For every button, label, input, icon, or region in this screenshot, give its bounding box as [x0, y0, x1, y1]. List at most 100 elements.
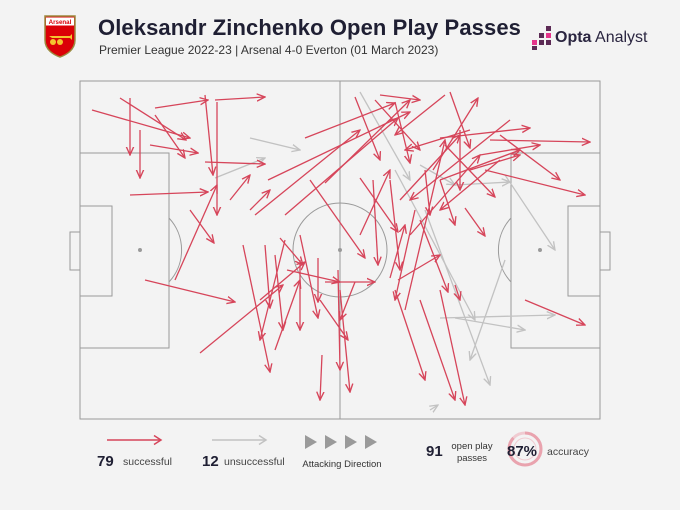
left-goal: [69, 231, 81, 271]
successful-passes: [91, 91, 590, 405]
crest-text: Arsenal: [49, 19, 72, 26]
legend-successful-arrow: [107, 434, 163, 446]
left-penalty-spot: [138, 248, 142, 252]
successful-pass-7: [149, 144, 198, 153]
successful-pass-35: [320, 354, 322, 400]
accuracy-ring: [507, 431, 543, 467]
right-goal: [599, 231, 611, 271]
successful-pass-70: [259, 262, 305, 301]
unsuccessful-count: 12: [202, 453, 219, 470]
successful-pass-50: [389, 225, 405, 279]
unsuccessful-pass-11: [430, 405, 438, 410]
successful-pass-15: [189, 209, 214, 243]
successful-pass-31: [274, 254, 283, 330]
arsenal-crest-icon: Arsenal: [44, 15, 76, 58]
successful-pass-8: [204, 94, 213, 175]
successful-pass-74: [464, 207, 485, 236]
successful-pass-55: [439, 289, 465, 405]
successful-pass-18: [304, 103, 395, 139]
attacking-direction-icon: [305, 435, 377, 449]
total-label-line2: passes: [456, 453, 488, 464]
successful-pass-40: [389, 179, 400, 270]
successful-pass-78: [405, 129, 471, 150]
successful-pass-63: [410, 119, 511, 200]
successful-pass-42: [399, 135, 460, 201]
accuracy-value: 87%: [507, 443, 538, 460]
successful-label: successful: [123, 456, 173, 468]
header: Arsenal Oleksandr Zinchenko Open Play Pa…: [0, 0, 680, 70]
unsuccessful-pass-4: [394, 169, 475, 320]
unsuccessful-pass-3: [359, 91, 410, 180]
successful-pass-13: [144, 279, 235, 302]
successful-pass-60: [489, 140, 590, 142]
successful-pass-73: [395, 209, 416, 300]
successful-pass-56: [455, 284, 460, 300]
accuracy-label: accuracy: [547, 446, 590, 458]
page-subtitle: Premier League 2022-23 | Arsenal 4-0 Eve…: [99, 43, 439, 57]
successful-pass-11: [204, 162, 265, 164]
successful-pass-28: [286, 269, 340, 282]
successful-pass-76: [395, 94, 446, 135]
left-six-yard-box: [79, 205, 113, 297]
successful-pass-48: [449, 91, 470, 148]
successful-pass-61: [499, 134, 560, 180]
total-label-line1: open play: [451, 441, 493, 452]
successful-pass-38: [339, 289, 350, 392]
successful-pass-22: [309, 179, 365, 258]
successful-count: 79: [97, 453, 114, 470]
unsuccessful-pass-5: [424, 209, 490, 385]
page-title: Oleksandr Zinchenko Open Play Passes: [98, 15, 521, 40]
unsuccessful-pass-6: [470, 259, 506, 360]
successful-pass-26: [299, 234, 318, 318]
right-penalty-spot: [538, 248, 542, 252]
unsuccessful-passes: [214, 91, 555, 410]
successful-pass-30: [264, 244, 270, 308]
successful-pass-29: [242, 244, 270, 372]
successful-pass-2: [91, 109, 190, 138]
opta-logo-icon: [532, 26, 551, 50]
successful-pass-54: [419, 299, 455, 400]
brand-analyst: Analyst: [595, 29, 648, 46]
successful-pass-1: [119, 97, 186, 140]
pitch: [69, 80, 611, 420]
successful-pass-65: [439, 150, 520, 181]
successful-pass-52: [419, 219, 448, 292]
successful-pass-51: [404, 140, 445, 311]
successful-pass-34: [319, 299, 348, 340]
attacking-direction-label: Attacking Direction: [302, 459, 382, 470]
brand-opta: Opta: [555, 29, 592, 46]
unsuccessful-pass-1: [249, 137, 300, 150]
successful-pass-6: [154, 100, 208, 109]
left-penalty-box: [79, 152, 170, 349]
unsuccessful-label: unsuccessful: [224, 456, 285, 468]
successful-pass-39: [372, 179, 378, 265]
successful-pass-14: [174, 185, 217, 281]
unsuccessful-pass-12: [419, 164, 455, 185]
successful-pass-59: [484, 169, 585, 195]
unsuccessful-pass-2: [214, 158, 265, 179]
successful-pass-64: [524, 299, 585, 325]
successful-pass-46: [439, 128, 530, 139]
unsuccessful-pass-9: [504, 174, 555, 250]
successful-pass-72: [229, 175, 250, 201]
successful-pass-79: [274, 280, 300, 351]
legend-unsuccessful-arrow: [212, 434, 268, 446]
successful-pass-41: [359, 177, 398, 232]
left-penalty-arc: [168, 217, 182, 283]
pitch-markings: [69, 80, 611, 420]
successful-pass-66: [479, 145, 540, 156]
unsuccessful-pass-7: [439, 315, 555, 318]
opta-analyst-logo: Opta Analyst: [530, 26, 660, 52]
successful-pass-9: [214, 97, 265, 100]
legend: 79 successful 12 unsuccessful Attacking …: [0, 425, 680, 510]
successful-pass-58: [469, 155, 520, 171]
total-passes-count: 91: [426, 443, 443, 460]
successful-pass-12: [129, 192, 208, 195]
successful-pass-71: [249, 190, 270, 211]
successful-pass-24: [374, 99, 420, 150]
successful-pass-62: [440, 159, 501, 210]
successful-pass-67: [397, 255, 440, 281]
centre-circle: [292, 202, 388, 298]
successful-pass-57: [394, 289, 425, 380]
successful-pass-21: [324, 100, 410, 184]
